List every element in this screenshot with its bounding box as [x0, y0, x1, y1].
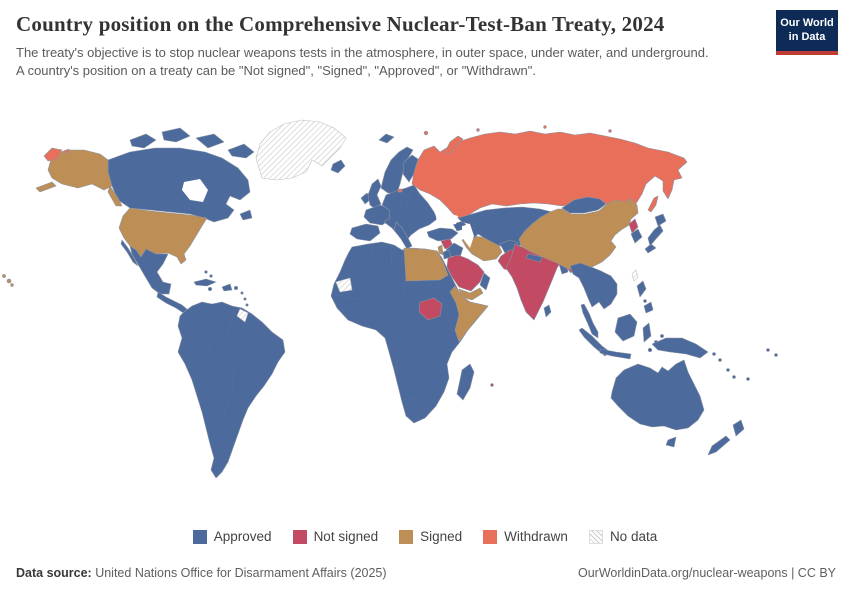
map-legend: Approved Not signed Signed Withdrawn No …: [0, 529, 850, 544]
map-region-south-sudan[interactable]: [418, 297, 443, 321]
legend-label-not-signed: Not signed: [313, 529, 379, 544]
page-title: Country position on the Comprehensive Nu…: [16, 12, 665, 36]
legend-item-withdrawn[interactable]: Withdrawn: [483, 529, 568, 544]
map-region-madagascar[interactable]: [456, 363, 475, 401]
legend-swatch-signed: [399, 529, 414, 544]
map-region-western-sahara[interactable]: [335, 277, 353, 293]
map-region-australia[interactable]: [610, 359, 705, 448]
data-source-text: United Nations Office for Disarmament Af…: [91, 566, 387, 580]
map-region-svalbard[interactable]: [378, 133, 395, 144]
map-region-sri-lanka[interactable]: [543, 304, 552, 318]
map-region-taiwan[interactable]: [631, 269, 639, 282]
data-source: Data source: United Nations Office for D…: [16, 566, 387, 580]
map-region-pacific-islands[interactable]: [712, 348, 778, 381]
map-region-south-america[interactable]: [177, 301, 286, 479]
map-region-japan[interactable]: [644, 213, 667, 254]
map-region-iberia[interactable]: [349, 223, 381, 242]
legend-item-not-signed[interactable]: Not signed: [292, 529, 379, 544]
legend-label-no-data: No data: [609, 529, 658, 544]
map-region-israel[interactable]: [437, 244, 444, 256]
legend-label-approved: Approved: [213, 529, 272, 544]
chart-subtitle: The treaty's objective is to stop nuclea…: [16, 45, 709, 79]
map-region-central-america[interactable]: [156, 291, 189, 315]
map-region-russia[interactable]: [43, 125, 688, 223]
chart-header: Country position on the Comprehensive Nu…: [16, 12, 758, 81]
map-region-british-isles[interactable]: [360, 178, 382, 209]
map-region-egypt[interactable]: [403, 247, 449, 282]
map-region-southeast-asia[interactable]: [569, 262, 618, 339]
map-region-mauritius[interactable]: [490, 383, 494, 387]
map-region-french-guiana[interactable]: [236, 308, 249, 323]
inland-seas: [182, 179, 474, 248]
owid-logo-line1: Our World: [780, 17, 834, 29]
data-source-label: Data source:: [16, 566, 92, 580]
legend-label-withdrawn: Withdrawn: [504, 529, 568, 544]
internal-borders: [201, 187, 447, 415]
map-region-nepal[interactable]: [525, 253, 543, 263]
map-region-philippines[interactable]: [636, 280, 654, 314]
legend-item-signed[interactable]: Signed: [399, 529, 462, 544]
map-region-turkey[interactable]: [426, 227, 459, 242]
map-region-mongolia[interactable]: [561, 196, 607, 214]
owid-logo[interactable]: Our World in Data: [776, 10, 838, 55]
legend-item-no-data[interactable]: No data: [588, 529, 658, 544]
chart-footer: Data source: United Nations Office for D…: [16, 566, 836, 580]
map-region-italy[interactable]: [393, 221, 413, 250]
legend-swatch-no-data: [588, 529, 603, 544]
map-region-south-korea[interactable]: [630, 228, 643, 244]
legend-swatch-approved: [192, 529, 207, 544]
map-region-united-states[interactable]: [2, 149, 208, 287]
map-region-greenland[interactable]: [255, 119, 347, 181]
owid-logo-line2: in Data: [788, 31, 826, 44]
map-region-iceland[interactable]: [330, 159, 346, 174]
credit-link[interactable]: OurWorldinData.org/nuclear-weapons | CC …: [578, 566, 836, 580]
map-region-mexico[interactable]: [120, 239, 172, 295]
legend-item-approved[interactable]: Approved: [192, 529, 272, 544]
map-region-canada[interactable]: [107, 127, 255, 223]
map-region-somalia[interactable]: [449, 285, 489, 343]
map-region-oman[interactable]: [479, 272, 491, 291]
map-region-north-korea[interactable]: [628, 218, 639, 234]
map-region-saudi-arabia[interactable]: [446, 254, 485, 292]
map-region-caribbean[interactable]: [193, 270, 249, 307]
legend-swatch-not-signed: [292, 529, 307, 544]
legend-label-signed: Signed: [420, 529, 463, 544]
legend-swatch-withdrawn: [483, 529, 498, 544]
map-region-new-guinea[interactable]: [651, 337, 709, 359]
map-region-new-zealand[interactable]: [707, 419, 745, 456]
